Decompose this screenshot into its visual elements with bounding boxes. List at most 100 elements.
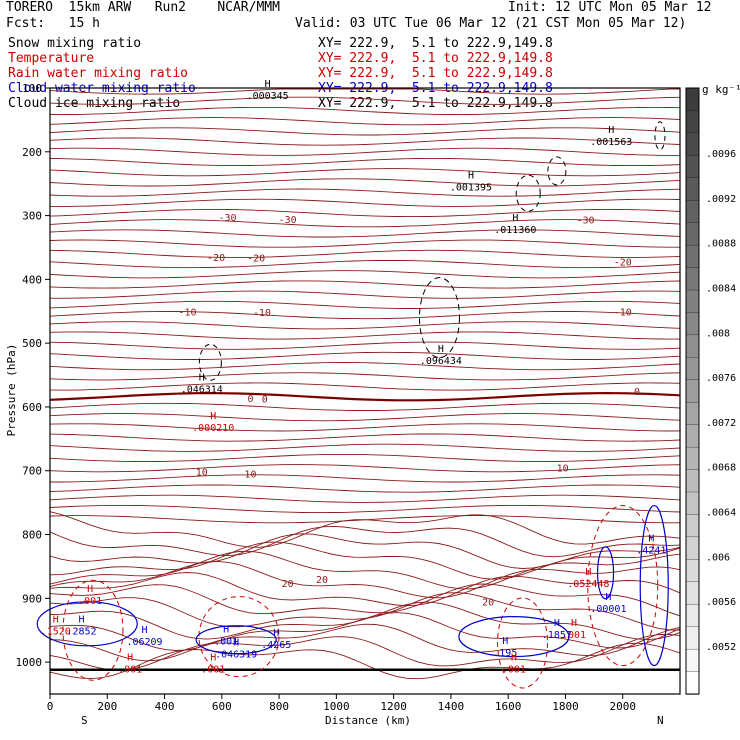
isotherm-line [49,391,681,402]
extremum-value: .06209 [126,637,162,648]
colorbar-segment [685,581,700,605]
x-tick-label: 1000 [323,700,350,713]
isotherm-line [49,541,681,580]
extremum-value: .001 [201,665,225,676]
isotherm-line [49,511,681,548]
isotherm-line [49,321,681,330]
extremum-mark: H [608,125,614,136]
temperature-label: 10 [557,464,569,475]
isotherm-line [49,525,681,558]
isotherm-line [49,515,680,524]
colorbar-segment [685,244,700,269]
moisture-contour [198,596,280,678]
y-tick-label: 400 [22,273,42,286]
x-tick-label: 1200 [380,700,407,713]
isotherm-line [49,623,681,662]
temperature-label: 20 [282,579,294,590]
temperature-label: 10 [244,469,256,480]
extremum-value: .046319 [215,649,257,660]
isotherm-line [49,300,681,309]
north-label: N [657,714,664,727]
cloud-water-contour [458,615,570,658]
isotherm-line [49,280,681,289]
isotherm-line [49,484,681,493]
colorbar-segment [685,200,700,224]
isotherm-line [49,533,681,569]
y-axis-label: Pressure (hPa) [5,344,18,437]
isotherm-line [49,423,681,432]
temperature-label: -10 [614,307,632,318]
isotherm-line [49,147,680,156]
y-tick-label: 900 [22,592,42,605]
isotherm-line [49,362,681,371]
temperature-label: -30 [279,215,297,226]
colorbar-segment [685,648,700,673]
extremum-mark: H [554,618,560,629]
valid-time: Valid: 03 UTC Tue 06 Mar 12 (21 CST Mon … [295,16,687,31]
isotherm-line [49,601,681,641]
isotherm-line [49,96,681,105]
extremum-value: .00001 [590,604,626,615]
y-axis: 100 200 300 400 500 600 700 800 900 1000 [16,82,50,669]
x-tick-label: 1400 [438,700,465,713]
colorbar-label: .0096 [706,149,736,160]
isotherm-line [49,341,681,350]
colorbar-label: .0052 [706,642,736,653]
x-tick-label: 800 [269,700,289,713]
extremum-mark: H [512,213,518,224]
colorbar-segment [685,671,700,695]
extremum-value: .1857 [542,630,572,641]
extremum-mark: H [210,653,216,664]
extremum-value: .052448 [567,579,609,590]
moisture-contour [587,505,659,667]
isotherm-line [49,331,680,340]
isotherm-line [49,178,681,187]
moisture-contours [36,121,669,689]
extremum-mark: H [141,625,147,636]
moisture-contour [62,579,124,681]
legend-temperature: Temperature [8,51,95,66]
isotherm-line [50,382,681,391]
y-tick-label: 700 [22,465,42,478]
extrema-labels: H.000345H.001563H.001395H.011360H.096434… [41,79,667,675]
colorbar-segment [685,155,700,179]
extremum-mark: H [273,628,279,639]
extremum-mark: H [648,533,654,544]
legend-snow: Snow mixing ratio [8,36,142,51]
isotherm-line [50,198,681,207]
south-label: S [81,714,88,727]
extremum-value: .000210 [192,423,234,434]
isotherm-line [49,402,681,411]
temperature-label: 20 [316,575,328,586]
x-axis-label: Distance (km) [325,714,411,727]
colorbar-segment [685,222,700,246]
isotherm-line [49,372,681,381]
colorbar-segment [685,312,700,336]
x-tick-label: 2000 [609,700,636,713]
isotherm-line [49,208,681,218]
isotherm-line [49,464,681,473]
extremum-mark: H [233,637,239,648]
isotherm-line [49,413,681,422]
model-title: TORERO 15km ARW Run2 NCAR/MMM [6,0,280,15]
isotherm-line [49,290,681,299]
colorbar-segment [685,110,700,134]
temperature-label: -30 [576,215,594,226]
y-tick-label: 300 [22,210,42,223]
y-tick-label: 200 [22,146,42,159]
isotherm-line [49,219,681,228]
colorbar-label: .0092 [706,194,736,205]
extremum-mark: H [87,584,93,595]
extremum-mark: H [223,625,229,636]
colorbar-label: .0064 [706,508,736,519]
isotherm-line [50,474,681,483]
extremum-value: .001 [214,637,238,648]
isotherm-line [49,550,681,590]
legend-rain-xy: XY= 222.9, 5.1 to 222.9,149.8 [318,66,553,81]
colorbar-segment [685,536,700,560]
colorbar-segment [685,559,700,583]
isotherm-line [49,494,681,503]
colorbar-label: .006 [706,552,730,563]
